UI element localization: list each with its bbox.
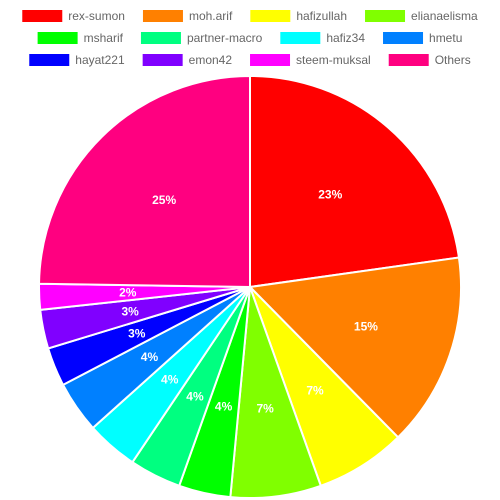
- legend-label-hayat221[interactable]: hayat221: [75, 53, 125, 67]
- legend-swatch-hafizullah[interactable]: [250, 10, 291, 22]
- legend-label-hafizullah[interactable]: hafizullah: [296, 9, 347, 23]
- slice-value-label-hafiz34: 4%: [161, 372, 179, 386]
- legend-swatch-others[interactable]: [388, 54, 429, 66]
- slice-value-label-elianaelisma: 7%: [257, 401, 275, 415]
- legend-swatch-msharif[interactable]: [37, 32, 78, 44]
- legend-label-elianaelisma[interactable]: elianaelisma: [411, 9, 478, 23]
- legend-swatch-partner-macro[interactable]: [140, 32, 181, 44]
- pie-slice-rex-sumon[interactable]: [249, 74, 461, 289]
- legend-label-steem-muksal[interactable]: steem-muksal: [296, 53, 371, 67]
- legend-swatch-rex-sumon[interactable]: [22, 10, 63, 22]
- pie-slice-moh-arif[interactable]: [247, 256, 462, 439]
- slice-value-label-steem-muksal: 2%: [119, 286, 137, 300]
- slice-value-label-msharif: 4%: [215, 399, 233, 413]
- legend-swatch-emon42[interactable]: [142, 54, 183, 66]
- slice-value-label-rex-sumon: 23%: [318, 188, 342, 202]
- slice-value-label-hmetu: 4%: [141, 350, 159, 364]
- slice-value-label-hayat221: 3%: [128, 326, 146, 340]
- legend-swatch-hayat221[interactable]: [29, 54, 70, 66]
- legend-label-moh-arif[interactable]: moh.arif: [189, 9, 233, 23]
- slice-value-label-hafizullah: 7%: [306, 384, 324, 398]
- legend-label-hafiz34[interactable]: hafiz34: [326, 31, 365, 45]
- legend-swatch-moh-arif[interactable]: [142, 10, 183, 22]
- legend-swatch-hmetu[interactable]: [383, 32, 424, 44]
- slice-value-label-emon42: 3%: [121, 305, 139, 319]
- pie-slices: [38, 74, 462, 499]
- slice-value-label-moh-arif: 15%: [354, 319, 378, 333]
- pie-slice-labels: 23%15%7%7%4%4%4%4%3%3%2%25%: [119, 188, 378, 416]
- slice-value-label-partner-macro: 4%: [186, 389, 204, 403]
- chart-legend: rex-sumon moh.arif hafizullah elianaelisma m…: [22, 9, 478, 67]
- legend-label-msharif[interactable]: msharif: [84, 31, 124, 45]
- legend-label-rex-sumon[interactable]: rex-sumon: [68, 9, 125, 23]
- pie-slice-others[interactable]: [38, 74, 251, 289]
- legend-label-emon42[interactable]: emon42: [189, 53, 233, 67]
- legend-swatch-hafiz34[interactable]: [280, 32, 321, 44]
- legend-label-others[interactable]: Others: [435, 53, 471, 67]
- legend-swatch-elianaelisma[interactable]: [365, 10, 406, 22]
- legend-label-hmetu[interactable]: hmetu: [429, 31, 462, 45]
- legend-swatch-steem-muksal[interactable]: [250, 54, 291, 66]
- legend-label-partner-macro[interactable]: partner-macro: [187, 31, 263, 45]
- slice-value-label-others: 25%: [152, 193, 176, 207]
